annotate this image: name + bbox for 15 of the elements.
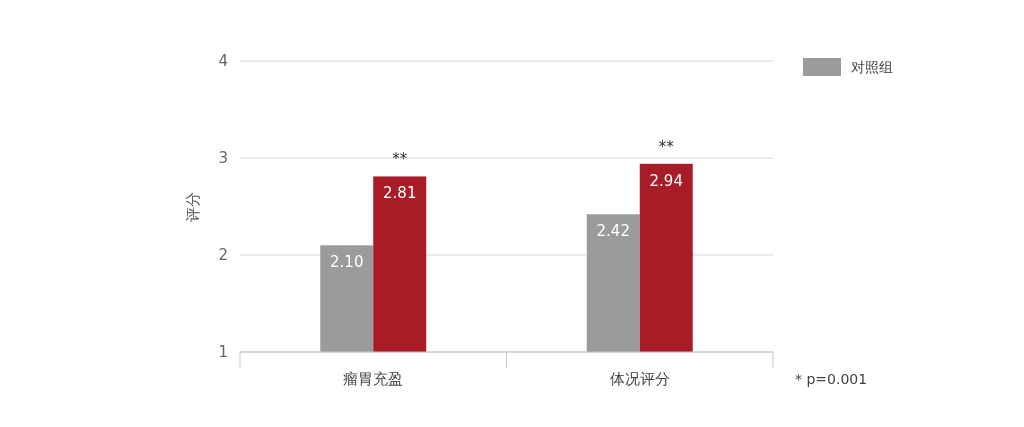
y-tick-label: 3 xyxy=(218,149,228,168)
y-axis-title: 评分 xyxy=(184,191,202,222)
y-tick-label: 4 xyxy=(218,52,228,71)
text: 2.94 xyxy=(649,171,683,190)
text: 2.10 xyxy=(330,253,364,272)
text: * p=0.001 xyxy=(795,371,868,387)
legend-label: 对照组 xyxy=(851,58,893,75)
x-tick-label: 瘤胃充盈 xyxy=(343,370,404,388)
x-tick-label: 体况评分 xyxy=(609,370,670,388)
text: 2.42 xyxy=(596,222,630,241)
y-tick-label: 1 xyxy=(218,343,228,362)
annotation: ** xyxy=(392,150,408,169)
annotation: ** xyxy=(658,137,675,156)
text: 2.81 xyxy=(383,184,417,203)
y-tick-label: 2 xyxy=(218,246,228,265)
